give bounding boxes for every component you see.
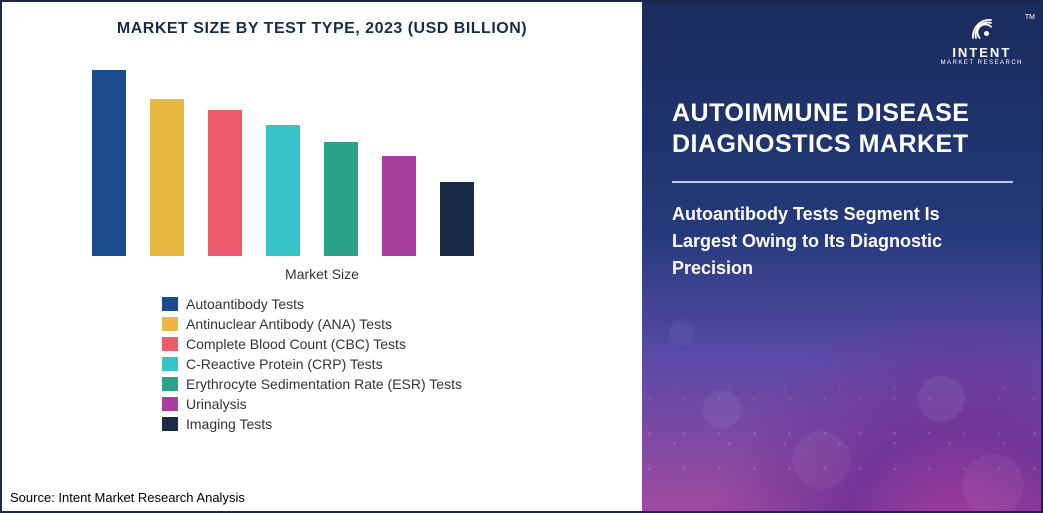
trademark-label: TM (1025, 14, 1035, 21)
bar-chart (62, 56, 582, 256)
left-panel: MARKET SIZE BY TEST TYPE, 2023 (USD BILL… (2, 2, 642, 511)
legend-item-4: Erythrocyte Sedimentation Rate (ESR) Tes… (162, 376, 622, 392)
legend-item-2: Complete Blood Count (CBC) Tests (162, 336, 622, 352)
legend-swatch (162, 297, 178, 311)
legend-swatch (162, 397, 178, 411)
legend-swatch (162, 417, 178, 431)
bar-4 (324, 142, 358, 256)
x-axis-label: Market Size (22, 266, 622, 282)
legend-label: Autoantibody Tests (186, 296, 304, 312)
legend-label: C-Reactive Protein (CRP) Tests (186, 356, 383, 372)
bar-3 (266, 125, 300, 256)
wifi-arc-icon (967, 14, 997, 44)
legend-item-5: Urinalysis (162, 396, 622, 412)
legend-label: Imaging Tests (186, 416, 272, 432)
source-line: Source: Intent Market Research Analysis (10, 490, 245, 505)
legend-item-1: Antinuclear Antibody (ANA) Tests (162, 316, 622, 332)
legend-label: Urinalysis (186, 396, 247, 412)
legend-swatch (162, 357, 178, 371)
heading-divider (672, 181, 1013, 183)
legend-item-3: C-Reactive Protein (CRP) Tests (162, 356, 622, 372)
bar-5 (382, 156, 416, 256)
brand-logo: TM INTENT MARKET RESEARCH (941, 14, 1023, 67)
legend-swatch (162, 317, 178, 331)
bar-2 (208, 110, 242, 256)
logo-word: INTENT (952, 46, 1011, 59)
legend-label: Erythrocyte Sedimentation Rate (ESR) Tes… (186, 376, 462, 392)
legend-item-0: Autoantibody Tests (162, 296, 622, 312)
legend: Autoantibody Tests Antinuclear Antibody (… (162, 296, 622, 436)
legend-swatch (162, 337, 178, 351)
legend-label: Complete Blood Count (CBC) Tests (186, 336, 406, 352)
right-panel: TM INTENT MARKET RESEARCH AUTOIMMUNE DIS… (642, 2, 1041, 511)
legend-swatch (162, 377, 178, 391)
legend-item-6: Imaging Tests (162, 416, 622, 432)
bar-0 (92, 70, 126, 256)
right-heading: AUTOIMMUNE DISEASE DIAGNOSTICS MARKET (672, 98, 1013, 161)
bar-1 (150, 99, 184, 256)
chart-title: MARKET SIZE BY TEST TYPE, 2023 (USD BILL… (22, 20, 622, 38)
bar-6 (440, 182, 474, 256)
logo-subtext: MARKET RESEARCH (941, 59, 1023, 67)
legend-label: Antinuclear Antibody (ANA) Tests (186, 316, 392, 332)
right-subheading: Autoantibody Tests Segment Is Largest Ow… (672, 201, 992, 282)
